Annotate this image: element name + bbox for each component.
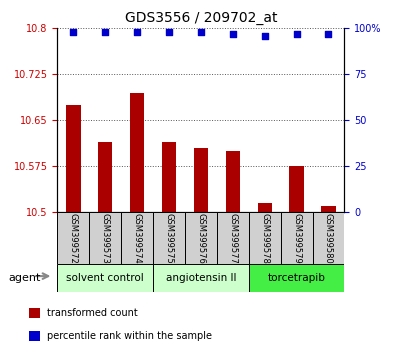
Bar <box>130 93 144 212</box>
Bar <box>321 206 335 212</box>
Point <box>70 29 76 35</box>
Bar <box>121 212 153 264</box>
Text: percentile rank within the sample: percentile rank within the sample <box>47 331 211 341</box>
Point <box>165 29 172 35</box>
Bar <box>312 212 344 264</box>
Text: GSM399577: GSM399577 <box>228 213 237 263</box>
Bar <box>184 212 216 264</box>
Text: GSM399578: GSM399578 <box>260 213 269 263</box>
Bar <box>289 166 303 212</box>
Point <box>197 29 204 35</box>
Text: solvent control: solvent control <box>66 273 144 283</box>
Bar <box>193 148 207 212</box>
Point <box>229 31 236 37</box>
Text: GSM399573: GSM399573 <box>101 213 110 263</box>
Bar <box>57 212 89 264</box>
Bar <box>57 264 153 292</box>
Bar <box>257 203 271 212</box>
Bar <box>98 142 112 212</box>
Text: GSM399572: GSM399572 <box>69 213 78 263</box>
Text: GSM399575: GSM399575 <box>164 213 173 263</box>
Text: angiotensin II: angiotensin II <box>165 273 236 283</box>
Text: agent: agent <box>8 273 40 283</box>
Bar <box>248 264 344 292</box>
Text: GSM399580: GSM399580 <box>323 213 332 263</box>
Text: GSM399576: GSM399576 <box>196 213 205 263</box>
Bar <box>162 142 176 212</box>
Text: transformed count: transformed count <box>47 308 137 318</box>
Point <box>324 31 331 37</box>
Point <box>133 29 140 35</box>
Bar <box>248 212 280 264</box>
Bar <box>153 264 248 292</box>
Point <box>292 31 299 37</box>
Bar <box>216 212 248 264</box>
Bar <box>153 212 184 264</box>
Point <box>261 33 267 39</box>
Bar <box>280 212 312 264</box>
Title: GDS3556 / 209702_at: GDS3556 / 209702_at <box>124 11 276 24</box>
Bar <box>225 151 239 212</box>
Text: GSM399574: GSM399574 <box>132 213 141 263</box>
Bar <box>66 105 80 212</box>
Point <box>102 29 108 35</box>
Text: torcetrapib: torcetrapib <box>267 273 325 283</box>
Text: GSM399579: GSM399579 <box>291 213 300 263</box>
Bar <box>89 212 121 264</box>
